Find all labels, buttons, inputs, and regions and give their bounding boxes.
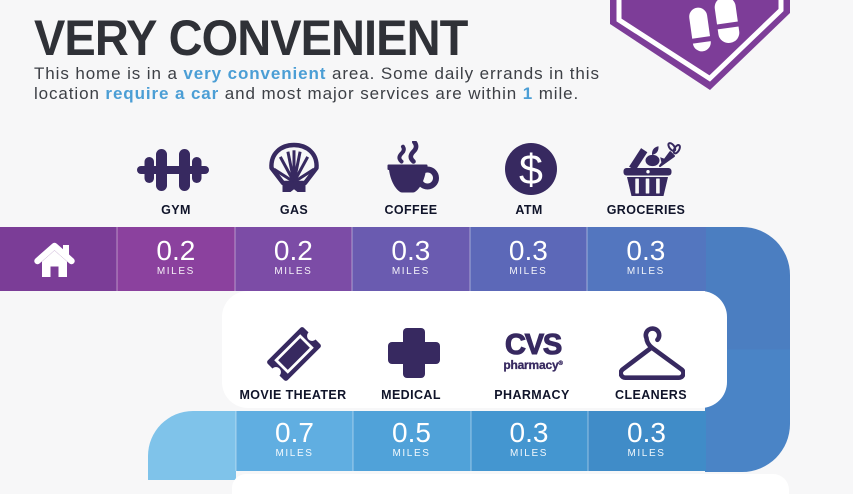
svg-text:$: $: [519, 146, 543, 194]
